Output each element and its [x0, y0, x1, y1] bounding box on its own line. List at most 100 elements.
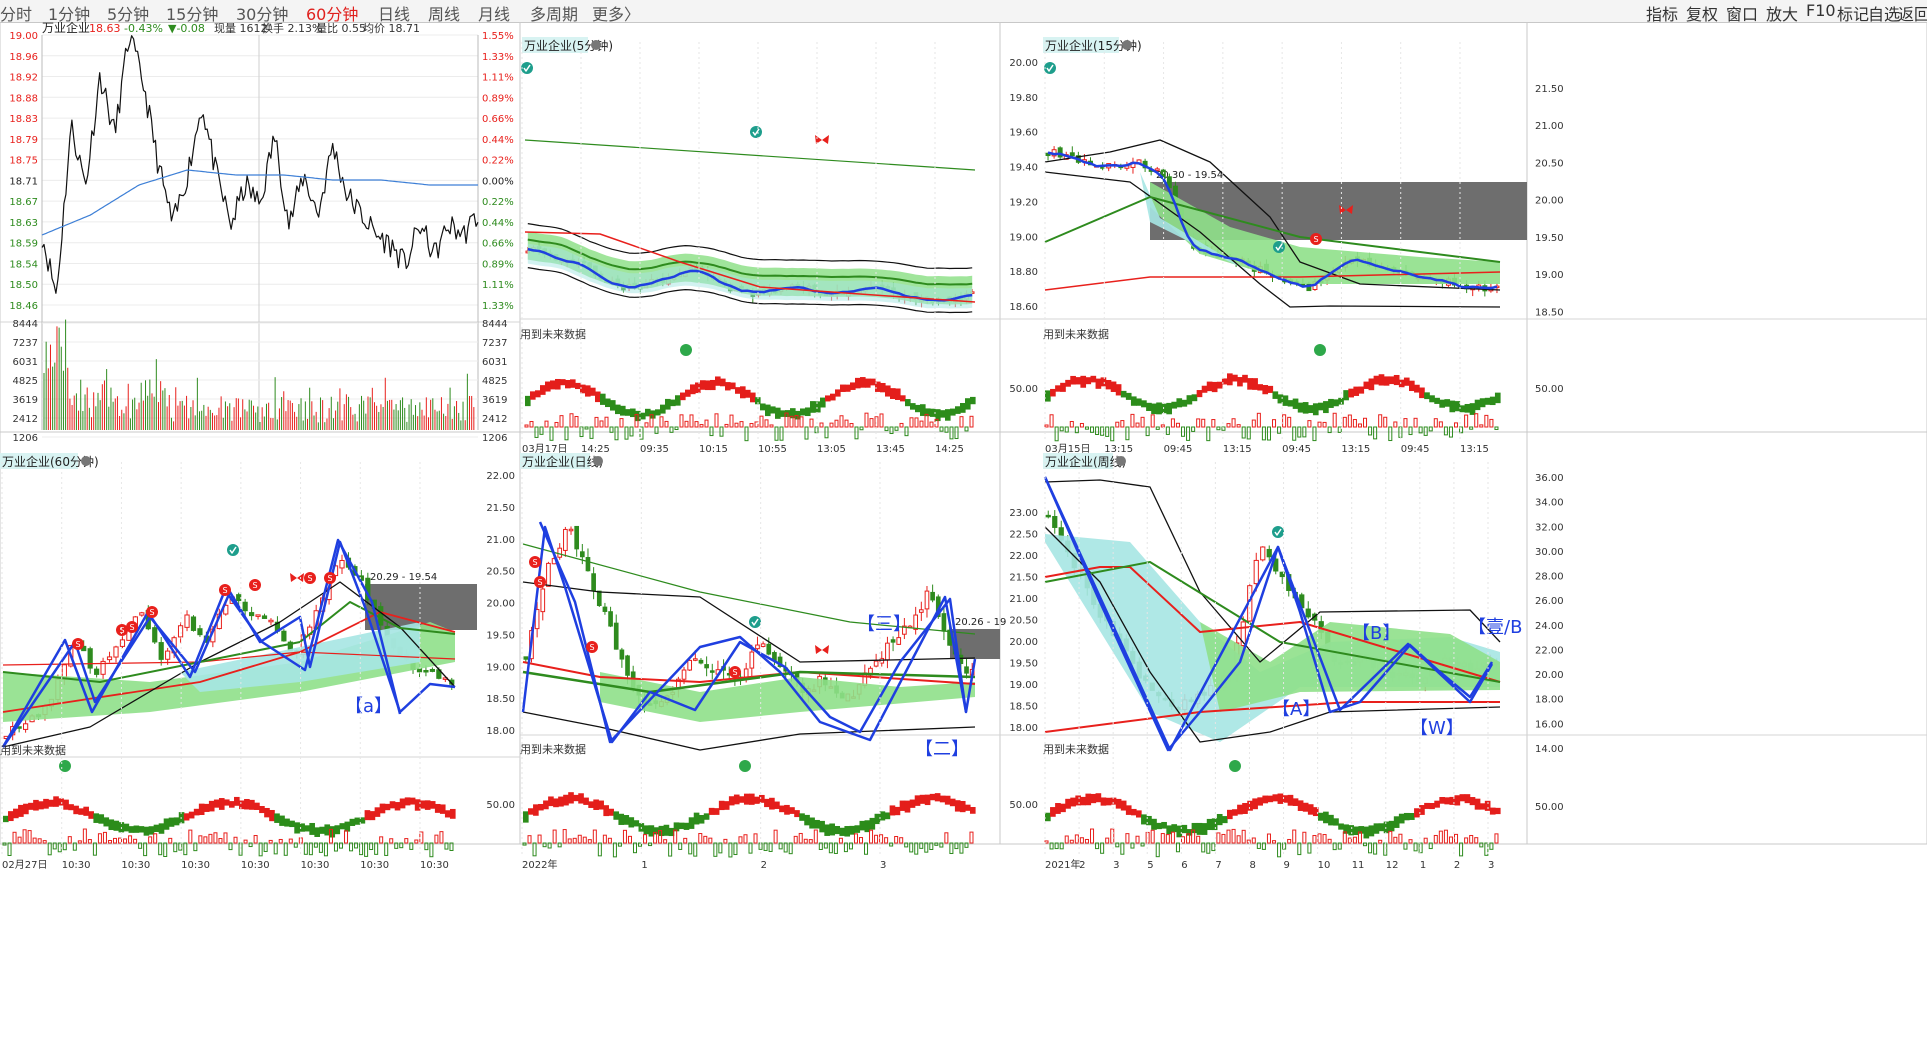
signal-bar — [1165, 834, 1170, 844]
pct-tick: 1.11% — [482, 280, 514, 291]
oscillator-ribbon — [640, 412, 646, 420]
candle-body — [687, 659, 693, 671]
toolbar-action-button[interactable]: 复权 — [1686, 5, 1719, 24]
toolbar-action-button[interactable]: 标记 — [1837, 5, 1870, 24]
oscillator-ribbon — [1206, 818, 1213, 831]
oscillator-ribbon — [1393, 374, 1400, 386]
signal-bar — [148, 836, 153, 844]
period-tab[interactable]: 15分钟 — [166, 5, 219, 24]
butterfly-icon — [290, 573, 304, 582]
oscillator-ribbon — [900, 395, 906, 402]
signal-bar — [1191, 426, 1196, 432]
signal-bar — [683, 837, 688, 844]
wave-label: 【W】 — [1410, 718, 1464, 739]
settings-dot-icon — [81, 456, 91, 466]
oscillator-ribbon — [434, 803, 441, 813]
oscillator-ribbon — [1474, 399, 1481, 411]
toolbar-action-button[interactable]: F10 — [1806, 1, 1836, 20]
period-tab[interactable]: 日线 — [378, 5, 411, 24]
candle-body — [613, 622, 619, 650]
period-tab[interactable]: 1分钟 — [48, 5, 91, 24]
oscillator-ribbon — [1166, 825, 1172, 835]
oscillator-ribbon — [1373, 375, 1380, 385]
price-tick: 23.00 — [1009, 508, 1038, 519]
candle-body — [873, 660, 879, 667]
oscillator-ribbon — [1252, 798, 1258, 810]
red-ma-line — [1044, 566, 1501, 683]
period-tab[interactable]: 更多〉 — [592, 5, 641, 24]
oscillator-ribbon — [713, 808, 720, 815]
signal-bar — [1347, 414, 1352, 428]
period-tab[interactable]: 月线 — [478, 5, 511, 24]
signal-bar — [1423, 426, 1428, 436]
oscillator-ribbon — [1272, 794, 1279, 802]
signal-bar — [649, 414, 654, 428]
candle-body — [158, 642, 164, 660]
toolbar-action-button[interactable]: 自选 — [1868, 5, 1901, 24]
signal-bar — [673, 829, 678, 844]
candle-body — [523, 656, 529, 660]
period-tab[interactable]: 30分钟 — [236, 5, 289, 24]
signal-bar — [203, 836, 208, 844]
signal-bar — [1125, 833, 1130, 844]
period-tab[interactable]: 60分钟 — [306, 5, 359, 24]
signal-bar — [853, 833, 858, 844]
time-tick: 13:15 — [1223, 444, 1252, 455]
check-badge-icon — [1272, 526, 1284, 538]
signal-badge-letter: S — [589, 643, 594, 652]
toolbar-action-button[interactable]: 指标 — [1646, 5, 1679, 24]
signal-bar — [1120, 842, 1125, 855]
price-tick: 22.50 — [1009, 530, 1038, 541]
oscillator-ribbon — [1363, 381, 1370, 389]
toolbar-action-button[interactable]: 返回 — [1898, 5, 1927, 24]
oscillator-ribbon — [665, 398, 671, 410]
volume-tick: 2412 — [13, 414, 38, 425]
oscillator-ribbon — [755, 397, 761, 405]
signal-bar — [1256, 412, 1261, 428]
signal-bar — [313, 842, 318, 848]
signal-bar — [1413, 417, 1418, 428]
oscillator-ribbon — [1292, 798, 1299, 806]
oscillator-ribbon — [239, 800, 245, 810]
signal-bar — [333, 842, 338, 852]
price-tick: 18.60 — [1009, 302, 1038, 313]
oscillator-ribbon — [88, 811, 94, 819]
signal-bar — [328, 828, 333, 844]
signal-bar — [1312, 835, 1317, 844]
signal-badge-letter: S — [532, 558, 537, 567]
toolbar-action-button[interactable]: 放大 — [1766, 5, 1799, 24]
period-tab[interactable]: 分时 — [0, 5, 33, 24]
signal-bar — [1393, 421, 1398, 428]
oscillator-ribbon — [173, 817, 180, 826]
oscillator-ribbon — [543, 800, 549, 810]
oscillator-ribbon — [1196, 822, 1203, 835]
axis-tick: 26.00 — [1535, 596, 1564, 607]
oscillator-ribbon — [949, 798, 956, 807]
period-tab[interactable]: 5分钟 — [107, 5, 150, 24]
oscillator-ribbon — [1115, 798, 1122, 809]
oscillator-ribbon — [940, 410, 946, 418]
oscillator-ribbon — [1095, 793, 1102, 803]
oscillator-ribbon — [743, 793, 750, 805]
signal-bar — [7, 842, 12, 856]
period-tab[interactable]: 多周期 — [530, 5, 579, 24]
signal-bar — [522, 842, 527, 846]
check-badge-icon — [521, 62, 533, 74]
oscillator-ribbon — [379, 803, 386, 814]
oscillator-ribbon — [685, 389, 691, 397]
oscillator-ribbon — [850, 382, 856, 390]
oscillator-ribbon — [805, 407, 811, 417]
period-tab[interactable]: 周线 — [428, 5, 461, 24]
signal-bar — [617, 842, 622, 847]
signal-bar — [944, 426, 949, 433]
price-tick: 18.00 — [486, 726, 515, 737]
signal-bar — [569, 413, 574, 428]
check-mark — [1046, 64, 1054, 72]
axis-tick: 24.00 — [1535, 621, 1564, 632]
future-data-label: 用到未来数据 — [0, 743, 66, 757]
signal-bar — [42, 840, 47, 844]
toolbar-action-button[interactable]: 窗口 — [1726, 5, 1759, 24]
oscillator-ribbon — [324, 824, 331, 836]
oscillator-ribbon — [58, 798, 64, 806]
time-tick: 5 — [1147, 860, 1153, 871]
